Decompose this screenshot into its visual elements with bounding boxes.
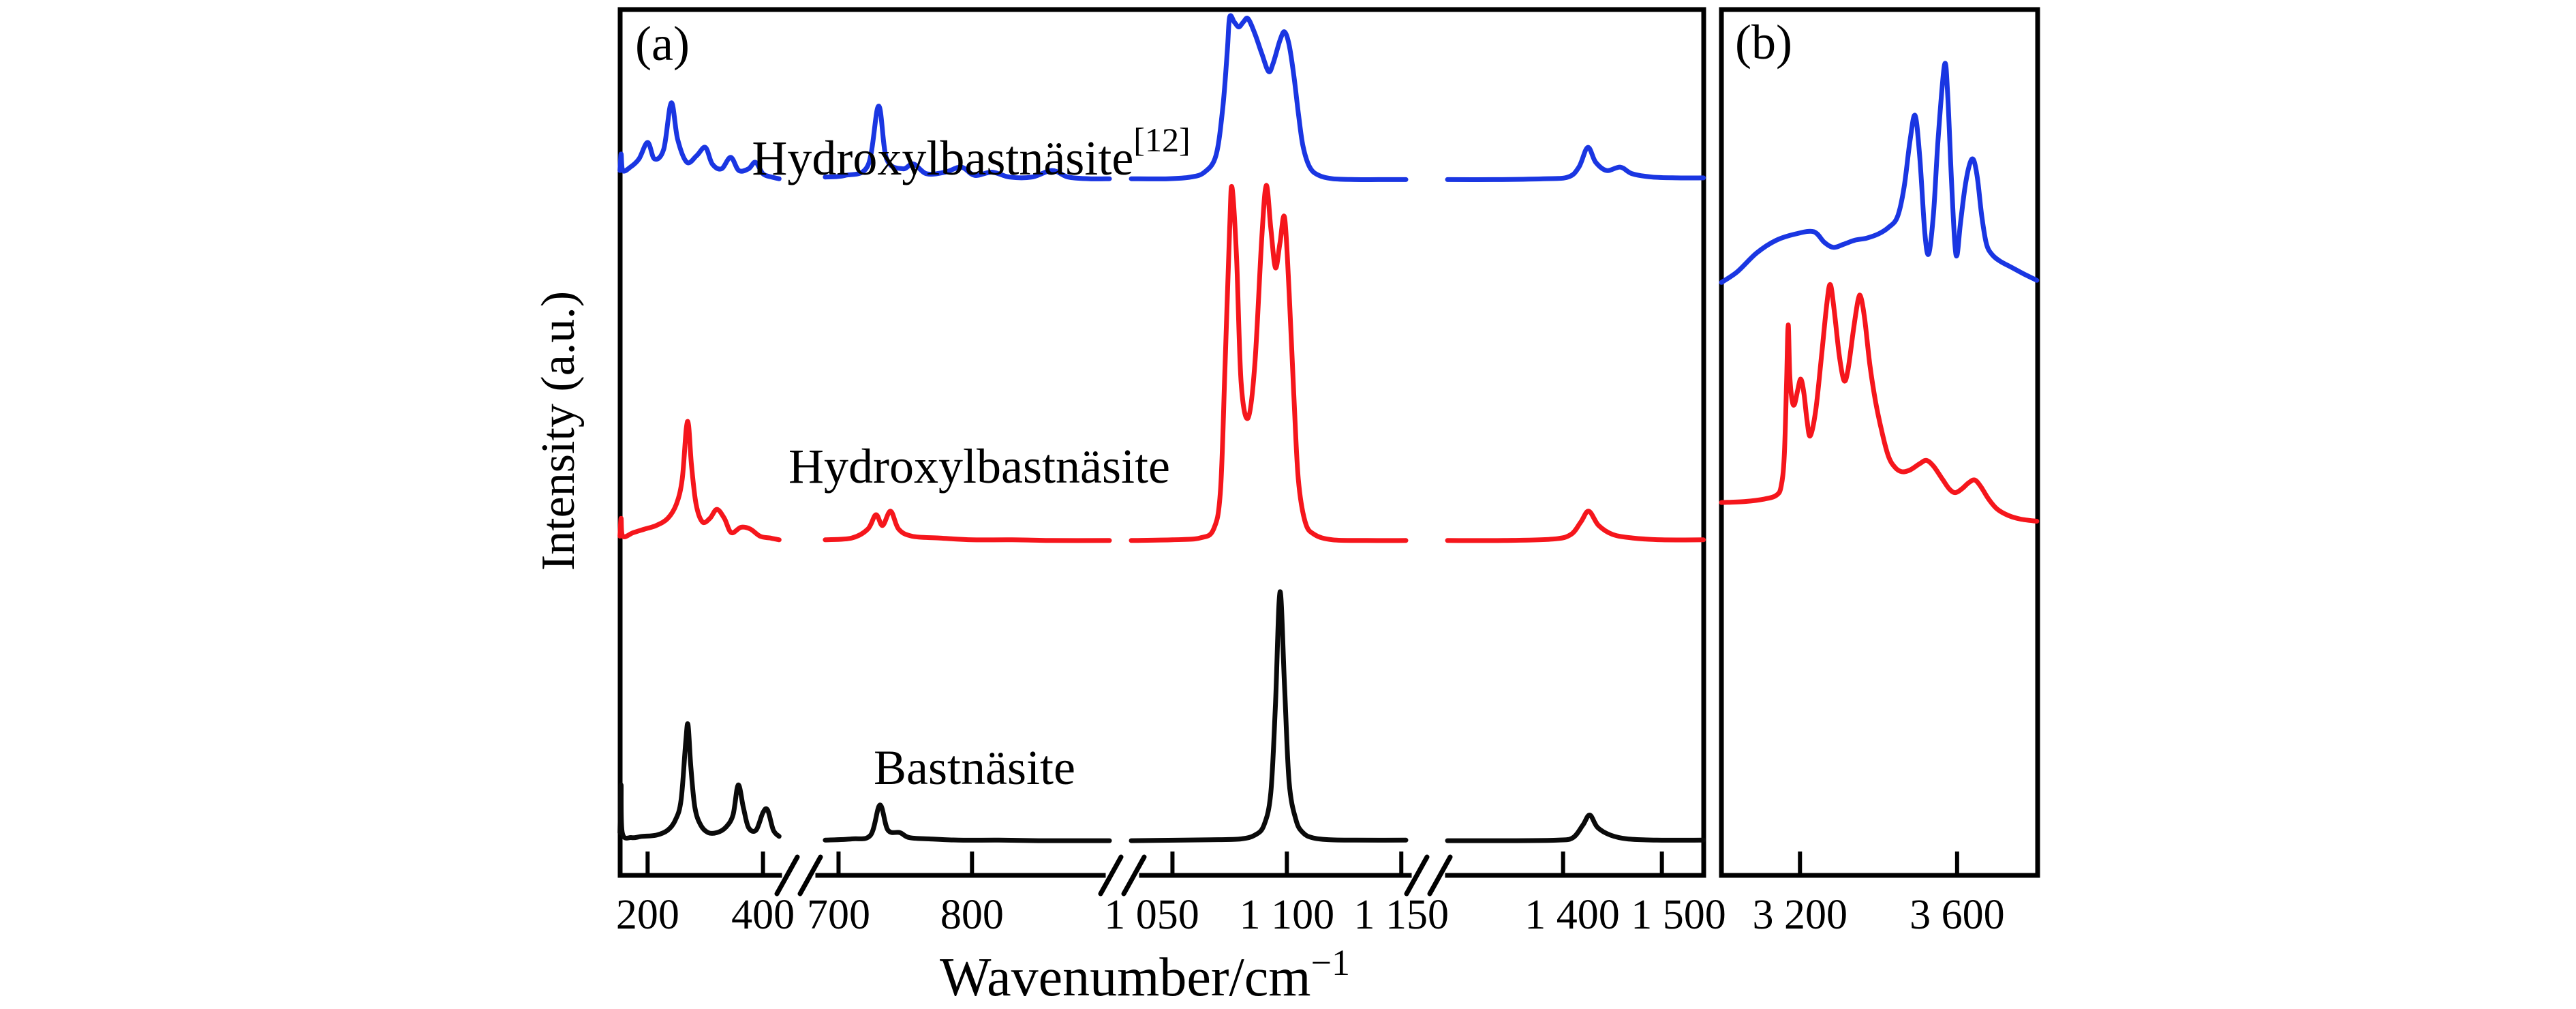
panel-a-border (617, 7, 1706, 875)
axis-break-mark (1427, 854, 1453, 897)
y-axis-title: Intensity (a.u.) (532, 291, 585, 571)
spectrum-bastnasite-panel-a (617, 589, 1706, 843)
panel-a-tag: (a) (635, 16, 690, 71)
x-tick-label-1500: 1 500 (1631, 892, 1726, 938)
spectrum-hydroxylbastnasite-ref-panel-a (617, 13, 1706, 182)
axis-break-mark (1098, 854, 1124, 897)
trace-label-hydroxylbastnasite: Hydroxylbastnäsite (788, 439, 1170, 494)
x-axis-title-base: Wavenumber/cm (940, 948, 1310, 1008)
trace-label-hydroxylbastnasite-ref-base: Hydroxylbastnäsite (752, 131, 1133, 185)
spectrum-hydroxylbastnasite-ref-panel-b (1719, 61, 2040, 285)
spectrum-hydroxylbastnasite-panel-a (617, 183, 1706, 543)
axis-break-mark (774, 854, 800, 897)
x-tick-label-700: 700 (807, 892, 870, 938)
x-tick-label-1150: 1 150 (1353, 892, 1449, 938)
trace-label-bastnasite: Bastnäsite (874, 740, 1075, 795)
x-tick-label-200: 200 (616, 892, 679, 938)
trace-label-hydroxylbastnasite-ref: Hydroxylbastnäsite[12] (752, 121, 1190, 185)
x-tick-label-1400: 1 400 (1524, 892, 1620, 938)
axis-break-mark (1121, 854, 1147, 897)
x-axis-title: Wavenumber/cm−1 (940, 942, 1350, 1008)
x-tick-label-1050: 1 050 (1104, 892, 1199, 938)
x-axis-title-superscript: −1 (1310, 942, 1349, 983)
x-tick-label-1100: 1 100 (1240, 892, 1335, 938)
x-tick-label-800: 800 (940, 892, 1004, 938)
x-tick-label-3600: 3 600 (1910, 892, 2005, 938)
panel-b-tag: (b) (1735, 15, 1792, 70)
axis-break-mark (1404, 854, 1430, 897)
axis-break-mark (797, 854, 823, 897)
x-tick-label-3200: 3 200 (1753, 892, 1848, 938)
spectrum-hydroxylbastnasite-panel-b (1719, 282, 2040, 524)
trace-label-hydroxylbastnasite-ref-superscript: [12] (1133, 121, 1190, 159)
x-tick-label-400: 400 (731, 892, 795, 938)
panel-b-border (1719, 7, 2040, 875)
